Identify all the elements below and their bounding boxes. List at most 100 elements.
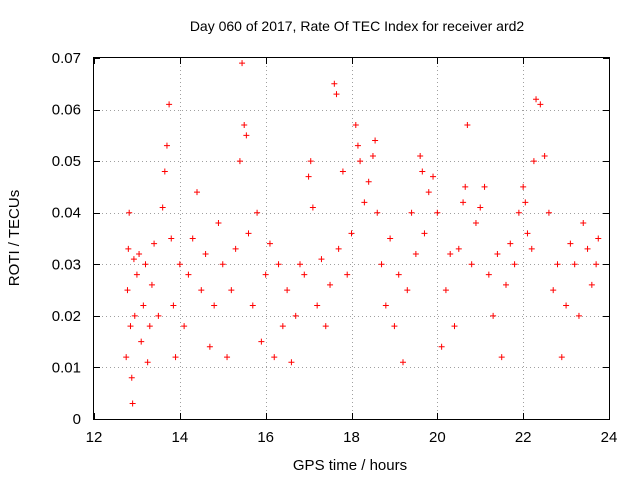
- data-point: [138, 338, 145, 345]
- data-point: [365, 178, 372, 185]
- data-point: [166, 101, 173, 108]
- data-point: [127, 323, 134, 330]
- data-point: [335, 245, 342, 252]
- data-point: [318, 256, 325, 263]
- data-point: [219, 261, 226, 268]
- y-tick-label: 0.04: [52, 205, 81, 222]
- data-point: [236, 158, 243, 165]
- data-point: [133, 271, 140, 278]
- data-point: [575, 312, 582, 319]
- data-point: [430, 173, 437, 180]
- data-point: [464, 122, 471, 129]
- data-point: [545, 209, 552, 216]
- data-point: [297, 261, 303, 268]
- data-point: [194, 189, 200, 196]
- data-point: [588, 281, 595, 288]
- data-point: [434, 209, 441, 216]
- data-point: [206, 343, 213, 350]
- data-point: [593, 261, 600, 268]
- data-point: [172, 354, 179, 361]
- data-point: [537, 101, 544, 108]
- x-tick-label: 16: [257, 429, 274, 446]
- data-point: [181, 323, 188, 330]
- data-point: [161, 168, 168, 175]
- data-point: [284, 287, 291, 294]
- data-point: [305, 173, 312, 180]
- data-point: [124, 287, 131, 294]
- data-point: [507, 240, 514, 247]
- data-point: [168, 235, 175, 242]
- data-point: [503, 281, 509, 288]
- data-point: [520, 183, 527, 190]
- data-point: [266, 240, 273, 247]
- data-point: [533, 96, 540, 103]
- data-point: [170, 302, 177, 309]
- chart-title: Day 060 of 2017, Rate Of TEC Index for r…: [190, 18, 525, 34]
- data-point: [348, 230, 355, 237]
- y-tick-label: 0.02: [52, 308, 81, 325]
- data-point: [142, 261, 149, 268]
- data-point: [126, 209, 133, 216]
- data-point: [391, 323, 398, 330]
- data-point: [245, 230, 252, 237]
- data-point: [460, 199, 467, 206]
- data-point: [490, 312, 497, 319]
- plot-frame: [93, 57, 610, 420]
- x-tick-label: 20: [429, 429, 446, 446]
- x-tick-label: 18: [343, 429, 360, 446]
- data-point: [215, 220, 222, 227]
- data-point: [447, 250, 454, 257]
- grid-lines: [94, 58, 609, 419]
- data-point: [262, 271, 269, 278]
- data-point: [530, 158, 537, 165]
- data-point: [128, 374, 135, 381]
- data-point: [243, 132, 250, 139]
- data-point: [580, 220, 587, 227]
- data-point: [455, 245, 462, 252]
- data-point: [524, 230, 531, 237]
- data-point: [314, 302, 321, 309]
- data-point: [140, 302, 147, 309]
- data-point: [485, 271, 492, 278]
- data-point: [408, 209, 415, 216]
- data-point: [232, 245, 239, 252]
- data-point: [372, 137, 379, 144]
- data-point: [400, 359, 406, 366]
- data-point: [442, 287, 449, 294]
- data-point: [202, 250, 209, 257]
- data-point: [151, 240, 158, 247]
- data-point: [498, 354, 505, 361]
- data-point: [155, 312, 162, 319]
- data-point: [322, 323, 329, 330]
- data-point: [352, 122, 359, 129]
- data-point: [309, 204, 316, 211]
- data-point: [584, 245, 591, 252]
- y-tick-label: 0.05: [52, 153, 81, 170]
- data-point: [571, 261, 578, 268]
- y-axis-title: ROTI / TECUs: [6, 190, 23, 286]
- data-points: [123, 60, 602, 407]
- data-point: [438, 343, 445, 350]
- x-tick-label: 12: [86, 429, 103, 446]
- data-point: [131, 312, 138, 319]
- data-point: [275, 261, 282, 268]
- data-point: [130, 256, 137, 263]
- data-point: [249, 302, 256, 309]
- data-point: [301, 271, 308, 278]
- data-point: [125, 245, 132, 252]
- data-point: [185, 271, 192, 278]
- data-point: [271, 354, 278, 361]
- data-point: [189, 235, 196, 242]
- data-point: [258, 338, 265, 345]
- data-point: [550, 287, 557, 294]
- data-point: [333, 91, 340, 98]
- x-tick-label: 22: [515, 429, 532, 446]
- data-point: [327, 281, 334, 288]
- data-point: [425, 189, 432, 196]
- y-tick-labels: 0 0.01 0.02 0.03 0.04 0.05 0.06 0.07: [52, 50, 81, 428]
- data-point: [279, 323, 286, 330]
- data-point: [307, 158, 314, 165]
- data-point: [595, 235, 602, 242]
- data-point: [198, 287, 205, 294]
